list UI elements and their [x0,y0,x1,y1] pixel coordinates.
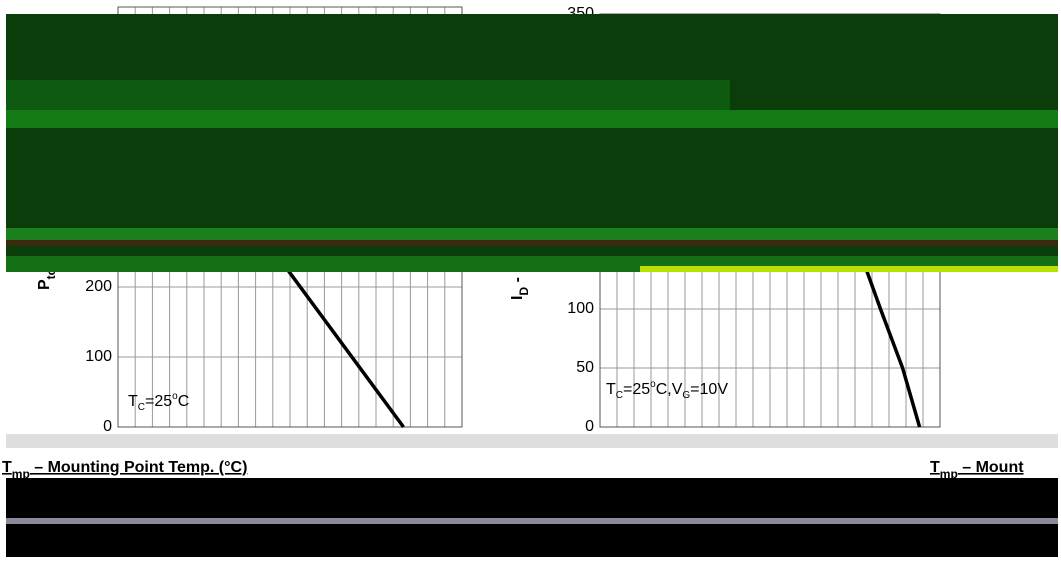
x-axis-label-part: T [930,459,940,476]
band [6,228,1058,242]
x-axis-label-part: – Mount [958,459,1024,476]
annotation: TC=25oC,VG=10V [606,379,728,401]
x-axis-label-part: – Mounting Point Temp. (°C) [30,459,248,476]
y-tick-label: 100 [85,348,112,365]
y-axis-label-part: D [517,287,531,296]
band [6,434,1058,448]
y-tick-label: 200 [85,278,112,295]
x-axis-label-part: mp [940,467,958,481]
annotation-part: C,V [656,381,683,398]
band [6,240,1058,246]
annotation-part: =10V [690,381,728,398]
annotation-part: o [172,391,178,402]
annotation: TC=25oC [128,391,189,413]
band [6,110,1058,128]
annotation-part: T [606,381,616,398]
annotation-part: o [650,379,656,390]
annotation-part: =25 [623,381,650,398]
band [6,518,1058,524]
x-axis-label-part: T [2,459,12,476]
annotation-part: C [138,402,145,413]
annotation-part: T [128,393,138,410]
y-axis-label-part: I [509,296,526,300]
x-axis-label: Tmp – Mounting Point Temp. (°C) [2,459,247,481]
y-axis-label-part: P [36,279,53,290]
x-axis-label: Tmp – Mount [930,459,1024,481]
y-tick-label: 50 [576,359,594,376]
y-tick-label: 0 [585,418,594,435]
band [6,80,730,110]
annotation-part: C [616,390,623,401]
band [640,266,1058,272]
annotation-part: G [682,390,690,401]
band [6,478,1058,557]
annotation-part: C [178,393,190,410]
x-axis-label-part: mp [12,467,30,481]
annotation-part: =25 [145,393,172,410]
y-tick-label: 100 [567,300,594,317]
y-tick-label: 0 [103,418,112,435]
glitch-overlay [6,14,1058,557]
